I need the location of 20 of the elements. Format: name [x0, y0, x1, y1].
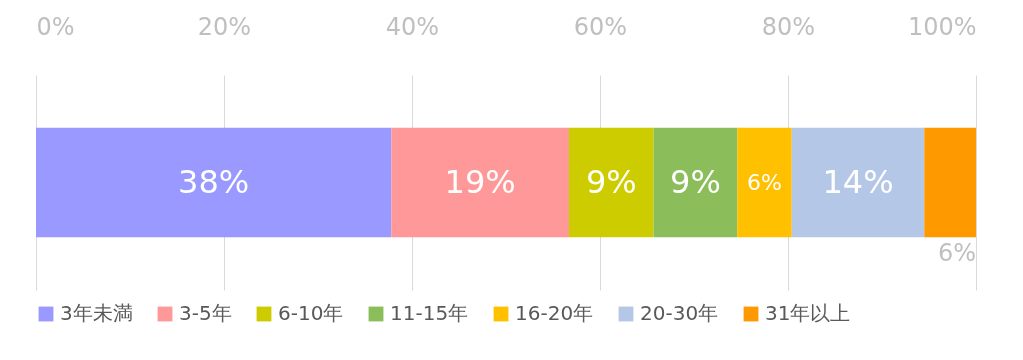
data-label: 9% — [585, 162, 637, 201]
data-label: 6% — [747, 169, 782, 195]
legend-label: 6-10年 — [278, 301, 344, 325]
data-label: 19% — [444, 162, 516, 201]
x-tick-label: 60% — [573, 12, 628, 41]
x-tick-label: 20% — [197, 12, 252, 41]
data-label: 38% — [178, 162, 250, 201]
legend-label: 16-20年 — [515, 301, 594, 325]
x-tick-label: 40% — [385, 12, 440, 41]
legend-label: 31年以上 — [765, 301, 851, 325]
data-label: 9% — [670, 162, 721, 201]
data-label: 6% — [937, 238, 976, 267]
x-tick-label: 0% — [36, 12, 75, 41]
legend-label: 3年未満 — [60, 301, 133, 325]
legend-label: 20-30年 — [640, 301, 719, 325]
legend-label: 3-5年 — [179, 301, 232, 325]
x-tick-label: 80% — [761, 12, 816, 41]
data-label: 14% — [822, 162, 894, 201]
legend-label: 11-15年 — [390, 301, 469, 325]
x-tick-label: 100% — [907, 12, 977, 41]
